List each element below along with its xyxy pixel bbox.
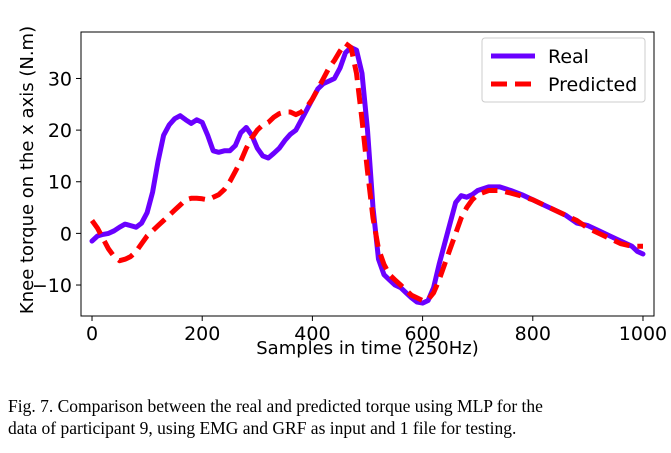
legend: Real Predicted bbox=[481, 37, 646, 103]
legend-label-real: Real bbox=[548, 46, 589, 68]
x-tick-label: 1000 bbox=[619, 323, 667, 345]
legend-label-predicted: Predicted bbox=[548, 74, 637, 96]
axis-ticks: 0 200 400 600 800 1000 −10 0 10 20 30 bbox=[32, 68, 667, 345]
y-tick-label: 10 bbox=[48, 172, 72, 194]
figure-caption: Fig. 7. Comparison between the real and … bbox=[8, 395, 668, 439]
caption-line-2: data of participant 9, using EMG and GRF… bbox=[8, 418, 517, 438]
x-tick-label: 0 bbox=[86, 323, 98, 345]
x-axis-label: Samples in time (250Hz) bbox=[256, 338, 479, 359]
caption-line-1: Fig. 7. Comparison between the real and … bbox=[8, 396, 543, 416]
y-tick-label: 0 bbox=[60, 223, 72, 245]
x-tick-label: 200 bbox=[184, 323, 220, 345]
plot-frame bbox=[80, 31, 655, 317]
y-tick-label: 20 bbox=[48, 120, 72, 142]
x-tick-label: 600 bbox=[404, 323, 440, 345]
series-group bbox=[89, 40, 646, 306]
y-tick-label: −10 bbox=[32, 275, 72, 297]
line-chart: 0 200 400 600 800 1000 −10 0 10 20 30 Samples in t… bbox=[17, 26, 667, 359]
y-axis-label: Knee torque on the x axis (N.m) bbox=[17, 26, 38, 314]
x-tick-label: 400 bbox=[294, 323, 330, 345]
series-line-predicted bbox=[89, 40, 643, 303]
series-line-real bbox=[89, 45, 646, 306]
x-tick-label: 800 bbox=[515, 323, 551, 345]
y-tick-label: 30 bbox=[48, 68, 72, 90]
